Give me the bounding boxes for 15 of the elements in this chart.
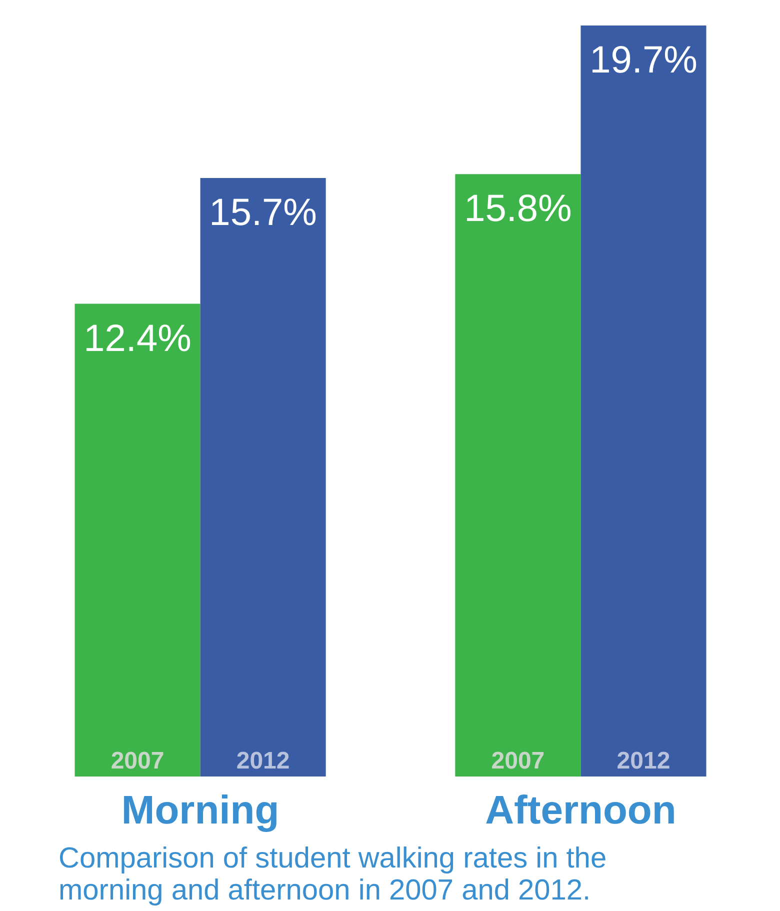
text: Comparison of student walking rates in the morning and afternoon in 2007 and 2012. bbox=[58, 842, 607, 906]
series-label: 2007 bbox=[110, 748, 164, 774]
x-tick-label: Afternoon bbox=[485, 788, 676, 832]
data-label: 19.7% bbox=[590, 40, 698, 82]
bar bbox=[580, 26, 706, 776]
series-label: 2012 bbox=[236, 748, 290, 774]
data-label: 12.4% bbox=[84, 318, 192, 360]
bar bbox=[200, 178, 326, 776]
text: 2007 bbox=[491, 748, 545, 774]
bar bbox=[74, 304, 200, 776]
bar bbox=[455, 174, 581, 776]
x-tick-label: Morning bbox=[121, 788, 280, 832]
data-label: 15.7% bbox=[209, 192, 317, 234]
data-label: 15.8% bbox=[464, 188, 572, 230]
text: 2012 bbox=[616, 748, 670, 774]
